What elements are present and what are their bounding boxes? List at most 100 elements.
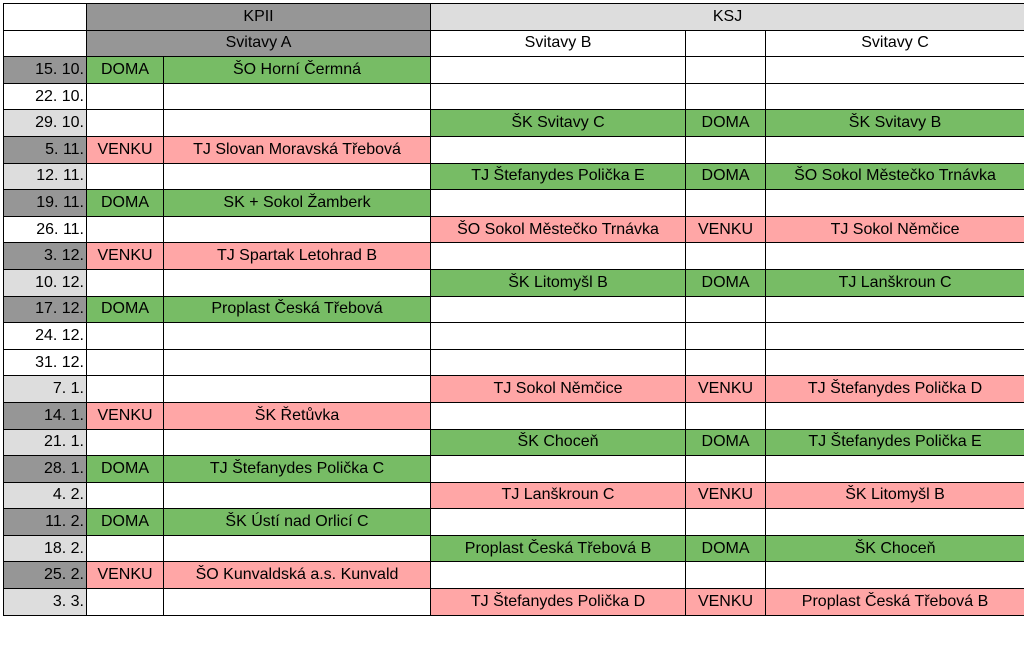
team-header-cell[interactable]: Svitavy A — [87, 30, 431, 57]
svitavy-c-opponent-cell[interactable] — [766, 456, 1024, 483]
svitavy-a-opponent-cell[interactable]: Proplast Česká Třebová — [164, 296, 431, 323]
date-cell[interactable]: 25. 2. — [4, 562, 87, 589]
svitavy-a-opponent-cell[interactable]: ŠO Kunvaldská a.s. Kunvald — [164, 562, 431, 589]
svitavy-a-opponent-cell[interactable]: ŠK Řetůvka — [164, 402, 431, 429]
svitavy-c-opponent-cell[interactable]: TJ Štefanydes Polička D — [766, 376, 1024, 403]
home-away-cell[interactable] — [686, 136, 766, 163]
svitavy-a-opponent-cell[interactable] — [164, 269, 431, 296]
svitavy-c-opponent-cell[interactable] — [766, 509, 1024, 536]
svitavy-c-opponent-cell[interactable]: TJ Lanškroun C — [766, 269, 1024, 296]
home-away-cell[interactable]: DOMA — [686, 163, 766, 190]
group-header-cell[interactable]: KSJ — [431, 4, 1024, 31]
team-header-cell[interactable]: Svitavy B — [431, 30, 686, 57]
date-cell[interactable]: 10. 12. — [4, 269, 87, 296]
svitavy-c-opponent-cell[interactable]: ŠK Svitavy B — [766, 110, 1024, 137]
home-away-cell[interactable] — [686, 190, 766, 217]
svitavy-a-home-away-cell[interactable]: DOMA — [87, 190, 164, 217]
date-cell[interactable]: 7. 1. — [4, 376, 87, 403]
date-cell[interactable]: 3. 12. — [4, 243, 87, 270]
svitavy-a-home-away-cell[interactable]: VENKU — [87, 136, 164, 163]
svitavy-a-opponent-cell[interactable]: ŠO Horní Čermná — [164, 57, 431, 84]
svitavy-a-home-away-cell[interactable] — [87, 163, 164, 190]
date-cell[interactable]: 28. 1. — [4, 456, 87, 483]
svitavy-b-opponent-cell[interactable]: TJ Sokol Němčice — [431, 376, 686, 403]
date-cell[interactable]: 5. 11. — [4, 136, 87, 163]
svitavy-a-opponent-cell[interactable] — [164, 323, 431, 350]
home-away-cell[interactable]: VENKU — [686, 482, 766, 509]
home-away-cell[interactable]: DOMA — [686, 429, 766, 456]
svitavy-c-opponent-cell[interactable] — [766, 243, 1024, 270]
date-cell[interactable]: 14. 1. — [4, 402, 87, 429]
svitavy-a-home-away-cell[interactable] — [87, 323, 164, 350]
home-away-cell[interactable]: DOMA — [686, 110, 766, 137]
svitavy-a-home-away-cell[interactable]: DOMA — [87, 509, 164, 536]
svitavy-b-opponent-cell[interactable]: TJ Lanškroun C — [431, 482, 686, 509]
svitavy-a-home-away-cell[interactable]: DOMA — [87, 296, 164, 323]
home-away-cell[interactable] — [686, 456, 766, 483]
svitavy-a-home-away-cell[interactable] — [87, 535, 164, 562]
team-header-cell[interactable] — [4, 30, 87, 57]
svitavy-a-home-away-cell[interactable] — [87, 589, 164, 616]
date-cell[interactable]: 12. 11. — [4, 163, 87, 190]
svitavy-b-opponent-cell[interactable] — [431, 83, 686, 110]
svitavy-c-opponent-cell[interactable] — [766, 296, 1024, 323]
svitavy-a-home-away-cell[interactable] — [87, 482, 164, 509]
svitavy-a-opponent-cell[interactable]: ŠK Ústí nad Orlicí C — [164, 509, 431, 536]
home-away-cell[interactable] — [686, 349, 766, 376]
date-cell[interactable]: 17. 12. — [4, 296, 87, 323]
svitavy-b-opponent-cell[interactable] — [431, 243, 686, 270]
svitavy-b-opponent-cell[interactable] — [431, 136, 686, 163]
svitavy-a-opponent-cell[interactable] — [164, 535, 431, 562]
svitavy-b-opponent-cell[interactable] — [431, 323, 686, 350]
home-away-cell[interactable] — [686, 243, 766, 270]
svitavy-b-opponent-cell[interactable] — [431, 190, 686, 217]
date-cell[interactable]: 19. 11. — [4, 190, 87, 217]
date-cell[interactable]: 3. 3. — [4, 589, 87, 616]
svitavy-a-opponent-cell[interactable]: TJ Spartak Letohrad B — [164, 243, 431, 270]
svitavy-c-opponent-cell[interactable] — [766, 562, 1024, 589]
date-cell[interactable]: 11. 2. — [4, 509, 87, 536]
svitavy-c-opponent-cell[interactable] — [766, 57, 1024, 84]
svitavy-b-opponent-cell[interactable] — [431, 57, 686, 84]
home-away-cell[interactable]: DOMA — [686, 269, 766, 296]
home-away-cell[interactable] — [686, 562, 766, 589]
svitavy-a-home-away-cell[interactable] — [87, 376, 164, 403]
svitavy-a-opponent-cell[interactable] — [164, 482, 431, 509]
svitavy-c-opponent-cell[interactable] — [766, 190, 1024, 217]
svitavy-a-opponent-cell[interactable] — [164, 589, 431, 616]
svitavy-c-opponent-cell[interactable]: ŠO Sokol Městečko Trnávka — [766, 163, 1024, 190]
svitavy-a-home-away-cell[interactable]: VENKU — [87, 562, 164, 589]
date-cell[interactable]: 31. 12. — [4, 349, 87, 376]
svitavy-a-home-away-cell[interactable] — [87, 216, 164, 243]
svitavy-b-opponent-cell[interactable] — [431, 562, 686, 589]
date-cell[interactable]: 15. 10. — [4, 57, 87, 84]
svitavy-a-home-away-cell[interactable] — [87, 269, 164, 296]
svitavy-b-opponent-cell[interactable] — [431, 402, 686, 429]
team-header-cell[interactable] — [686, 30, 766, 57]
date-cell[interactable]: 26. 11. — [4, 216, 87, 243]
svitavy-b-opponent-cell[interactable] — [431, 456, 686, 483]
home-away-cell[interactable]: DOMA — [686, 535, 766, 562]
svitavy-c-opponent-cell[interactable]: TJ Sokol Němčice — [766, 216, 1024, 243]
team-header-cell[interactable]: Svitavy C — [766, 30, 1024, 57]
date-cell[interactable]: 18. 2. — [4, 535, 87, 562]
svitavy-c-opponent-cell[interactable] — [766, 323, 1024, 350]
home-away-cell[interactable] — [686, 323, 766, 350]
svitavy-a-home-away-cell[interactable]: VENKU — [87, 243, 164, 270]
svitavy-c-opponent-cell[interactable] — [766, 349, 1024, 376]
svitavy-a-home-away-cell[interactable] — [87, 429, 164, 456]
home-away-cell[interactable] — [686, 57, 766, 84]
svitavy-a-opponent-cell[interactable] — [164, 110, 431, 137]
svitavy-a-opponent-cell[interactable] — [164, 376, 431, 403]
svitavy-a-opponent-cell[interactable] — [164, 216, 431, 243]
svitavy-a-home-away-cell[interactable] — [87, 349, 164, 376]
svitavy-b-opponent-cell[interactable] — [431, 349, 686, 376]
svitavy-c-opponent-cell[interactable]: ŠK Litomyšl B — [766, 482, 1024, 509]
group-header-cell[interactable] — [4, 4, 87, 31]
svitavy-b-opponent-cell[interactable]: ŠO Sokol Městečko Trnávka — [431, 216, 686, 243]
home-away-cell[interactable]: VENKU — [686, 376, 766, 403]
svitavy-a-opponent-cell[interactable] — [164, 349, 431, 376]
svitavy-a-home-away-cell[interactable]: VENKU — [87, 402, 164, 429]
svitavy-b-opponent-cell[interactable] — [431, 509, 686, 536]
svitavy-c-opponent-cell[interactable] — [766, 136, 1024, 163]
